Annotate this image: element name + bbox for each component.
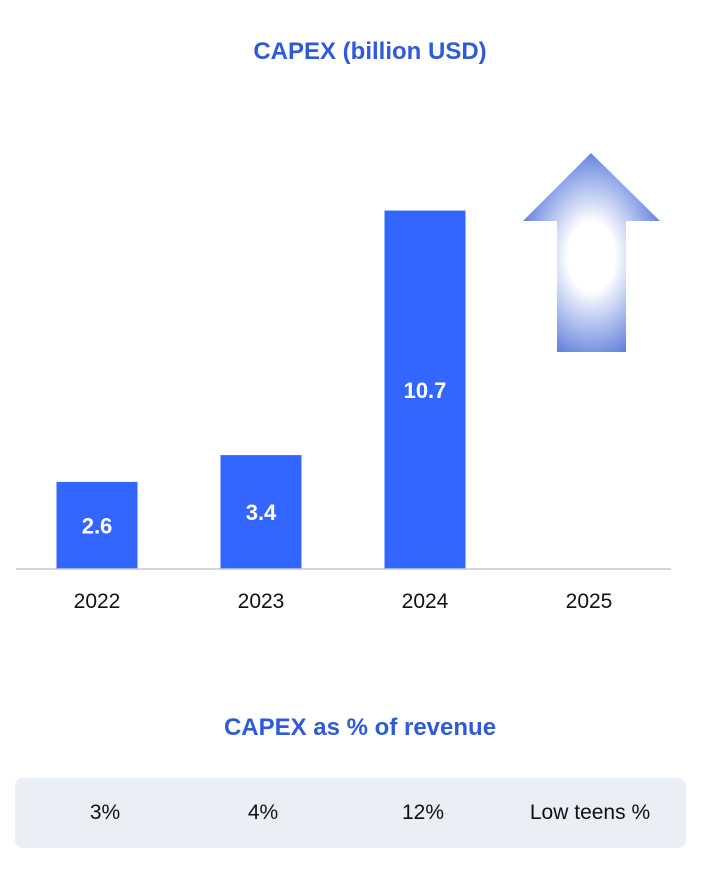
data-label-2024: 10.7 bbox=[404, 378, 447, 403]
revenue-share-2023: 4% bbox=[247, 801, 279, 824]
bar-2023 bbox=[220, 455, 302, 569]
revenue-share-2022: 3% bbox=[89, 801, 121, 824]
revenue-share-title: CAPEX as % of revenue bbox=[223, 714, 497, 741]
chart-title: CAPEX (billion USD) bbox=[253, 38, 487, 65]
revenue-share-panel: 3% 4% 12% Low teens % bbox=[15, 778, 686, 848]
x-tick-label-2024: 2024 bbox=[402, 590, 449, 613]
bar-2022 bbox=[56, 481, 138, 569]
data-label-2022: 2.6 bbox=[82, 513, 113, 538]
up-arrow-icon bbox=[523, 153, 660, 352]
bar-2024 bbox=[384, 210, 466, 570]
data-label-2023: 3.4 bbox=[246, 500, 277, 525]
capex-bar-chart: 2.6 3.4 10.7 2022 2023 2024 2025 bbox=[16, 153, 671, 613]
x-tick-label-2025: 2025 bbox=[566, 590, 613, 613]
revenue-share-2024: 12% bbox=[401, 801, 445, 824]
x-tick-label-2022: 2022 bbox=[74, 590, 121, 613]
revenue-share-2025: Low teens % bbox=[529, 801, 651, 824]
x-tick-label-2023: 2023 bbox=[238, 590, 285, 613]
